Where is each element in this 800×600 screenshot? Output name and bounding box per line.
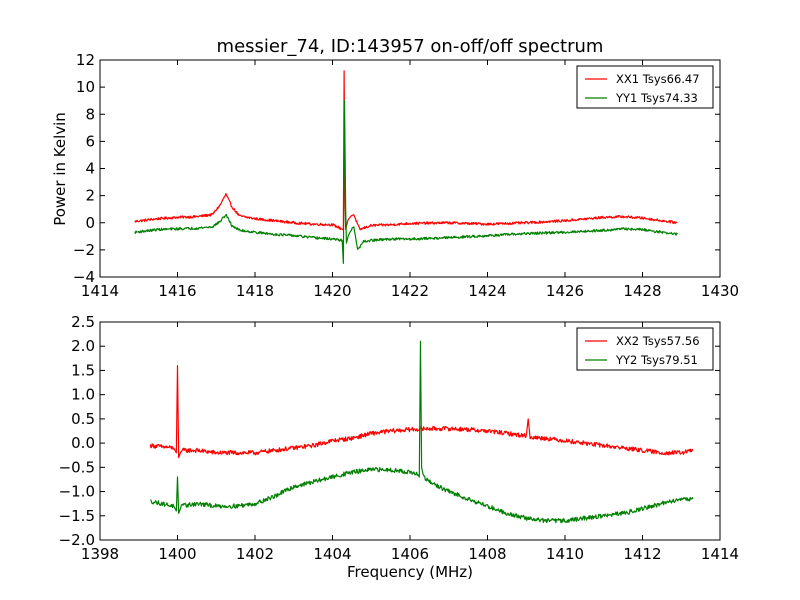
x-tick-label: 1426 (546, 282, 584, 300)
y-tick-label: −1.0 (59, 483, 95, 501)
y-tick-label: 2.5 (71, 313, 95, 331)
y-tick-label: 1.0 (71, 386, 95, 404)
series-line-xx1 (134, 70, 678, 231)
legend-label: YY1 Tsys74.33 (615, 91, 698, 105)
axes-top: 1414 1416 1418 1420 1422 1424 1426 1428 1430 −4 −2… (73, 51, 739, 300)
series-line-yy2 (150, 340, 694, 524)
y-tick-label: 6 (85, 132, 95, 150)
y-tick-label: −1.5 (59, 507, 95, 525)
y-tick-label: −2.0 (59, 531, 95, 549)
y-tick-label: 12 (76, 51, 95, 69)
y-tick-label: 8 (85, 105, 95, 123)
x-tick-label: 1420 (313, 282, 351, 300)
series-line-yy1 (134, 100, 678, 265)
x-tick-label: 1414 (701, 545, 739, 563)
legend-label: XX1 Tsys66.47 (616, 72, 700, 86)
legend: XX2 Tsys57.56 YY2 Tsys79.51 (576, 327, 714, 371)
legend-label: XX2 Tsys57.56 (616, 334, 700, 348)
legend-box (576, 65, 714, 109)
x-tick-label: 1428 (623, 282, 661, 300)
x-tick-label: 1422 (391, 282, 429, 300)
y-tick-label: 0 (85, 214, 95, 232)
y-tick-label: −0.5 (59, 458, 95, 476)
chart-title: messier_74, ID:143957 on-off/off spectru… (217, 36, 604, 57)
x-tick-label: 1424 (468, 282, 506, 300)
x-tick-label: 1414 (81, 282, 119, 300)
y-tick-label: 0.0 (71, 434, 95, 452)
x-tick-label: 1398 (81, 545, 119, 563)
y-axis-label: Power in Kelvin (51, 112, 69, 226)
x-tick-label: 1402 (236, 545, 274, 563)
y-tick-label: 10 (76, 78, 95, 96)
y-tick-label: 2 (85, 187, 95, 205)
y-tick-label: 1.5 (71, 361, 95, 379)
y-tick-label: 0.5 (71, 410, 95, 428)
x-tick-label: 1416 (158, 282, 196, 300)
y-tick-label: −2 (73, 241, 95, 259)
x-tick-label: 1412 (623, 545, 661, 563)
legend-label: YY2 Tsys79.51 (615, 353, 698, 367)
x-tick-label: 1430 (701, 282, 739, 300)
y-tick-label: 2.0 (71, 337, 95, 355)
y-tick-label: 4 (85, 160, 95, 178)
x-tick-label: 1400 (158, 545, 196, 563)
y-tick-label: −4 (73, 268, 95, 286)
x-tick-label: 1408 (468, 545, 506, 563)
x-axis-label: Frequency (MHz) (347, 563, 473, 581)
legend-box (576, 327, 714, 371)
x-tick-label: 1404 (313, 545, 351, 563)
x-tick-label: 1410 (546, 545, 584, 563)
x-tick-label: 1406 (391, 545, 429, 563)
x-tick-label: 1418 (236, 282, 274, 300)
axes-bottom: 1398 1400 1402 1404 1406 1408 1410 1412 1414 −2.0… (59, 313, 740, 563)
legend: XX1 Tsys66.47 YY1 Tsys74.33 (576, 65, 714, 109)
